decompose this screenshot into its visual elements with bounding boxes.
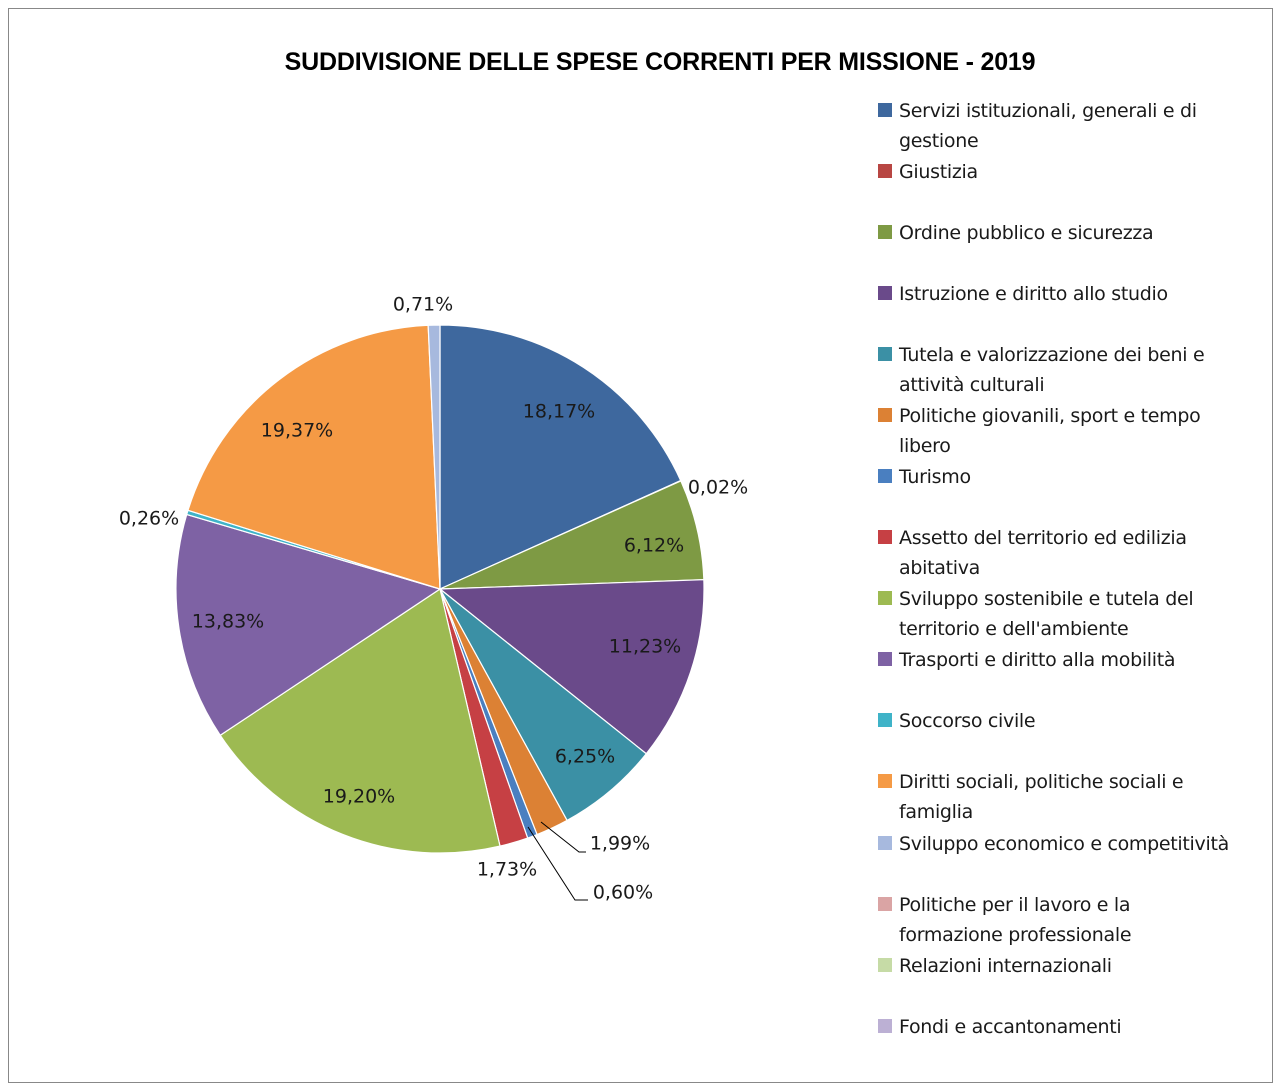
legend-label-line: Politiche per il lavoro e la (899, 894, 1131, 916)
legend-swatch (878, 408, 892, 422)
legend-label-line: Assetto del territorio ed edilizia (899, 527, 1187, 549)
leader-line (540, 821, 586, 853)
legend-label-line: Politiche giovanili, sport e tempo (899, 405, 1201, 427)
data-label: 0,71% (393, 294, 453, 316)
legend-swatch (878, 958, 892, 972)
legend-label-line: Trasporti e diritto alla mobilità (899, 649, 1176, 671)
legend-label: Soccorso civile (899, 706, 1271, 736)
legend-label-line: libero (899, 435, 951, 457)
data-label: 18,17% (523, 401, 595, 423)
legend-swatch (878, 530, 892, 544)
data-label: 1,99% (590, 833, 650, 855)
legend-label: Ordine pubblico e sicurezza (899, 218, 1271, 248)
data-label: 0,02% (688, 477, 748, 499)
legend-label-line: Turismo (899, 466, 971, 488)
legend-swatch (878, 469, 892, 483)
legend-label: Relazioni internazionali (899, 951, 1271, 981)
legend-label: Trasporti e diritto alla mobilità (899, 645, 1271, 675)
legend-label: Assetto del territorio ed edilizia abitat… (899, 523, 1271, 583)
legend-label: Giustizia (899, 157, 1271, 187)
legend-label-line: Servizi istituzionali, generali e di (899, 100, 1197, 122)
legend-swatch (878, 286, 892, 300)
data-label: 19,20% (323, 786, 395, 808)
legend-label: Turismo (899, 462, 1271, 492)
legend-swatch (878, 1019, 892, 1033)
legend-swatch (878, 347, 892, 361)
legend-label-line: Ordine pubblico e sicurezza (899, 222, 1154, 244)
data-label: 6,25% (555, 746, 615, 768)
legend-label-line: territorio e dell'ambiente (899, 618, 1129, 640)
legend-label-line: Diritti sociali, politiche sociali e (899, 771, 1184, 793)
legend-label: Diritti sociali, politiche sociali e fami… (899, 767, 1271, 827)
legend-label: Sviluppo sostenibile e tutela del territo… (899, 584, 1271, 644)
legend-label: Politiche per il lavoro e la formazione p… (899, 890, 1271, 950)
leader-line (527, 826, 588, 901)
legend-swatch (878, 652, 892, 666)
data-label: 19,37% (261, 420, 333, 442)
legend-label-line: Relazioni internazionali (899, 955, 1112, 977)
legend-label-line: formazione professionale (899, 924, 1132, 946)
legend-label: Sviluppo economico e competitività (899, 829, 1271, 859)
pie-slice (219, 588, 501, 854)
legend-swatch (878, 225, 892, 239)
legend-swatch (878, 836, 892, 850)
legend-swatch (878, 591, 892, 605)
legend-label-line: famiglia (899, 801, 973, 823)
pie-slice (439, 324, 682, 590)
legend-swatch (878, 164, 892, 178)
legend-swatch (878, 897, 892, 911)
legend-label-line: gestione (899, 130, 979, 152)
legend-swatch (878, 713, 892, 727)
data-label: 11,23% (609, 636, 681, 658)
legend-label-line: Soccorso civile (899, 710, 1036, 732)
legend-label-line: Giustizia (899, 161, 978, 183)
legend-label: Servizi istituzionali, generali e di gest… (899, 96, 1271, 156)
legend-label-line: Istruzione e diritto allo studio (899, 283, 1168, 305)
data-label: 0,26% (119, 508, 179, 530)
legend-label-line: abitativa (899, 557, 980, 579)
legend-label-line: Fondi e accantonamenti (899, 1016, 1122, 1038)
legend-swatch (878, 774, 892, 788)
legend-label-line: Tutela e valorizzazione dei beni e (899, 344, 1205, 366)
pie-slice (187, 324, 441, 590)
data-label: 6,12% (624, 535, 684, 557)
legend-label: Tutela e valorizzazione dei beni e attivi… (899, 340, 1271, 400)
legend-label-line: Sviluppo sostenibile e tutela del (899, 588, 1194, 610)
legend-label-line: attività culturali (899, 374, 1045, 396)
data-label: 13,83% (192, 611, 264, 633)
chart-title: SUDDIVISIONE DELLE SPESE CORRENTI PER MI… (284, 48, 1036, 76)
legend-label: Politiche giovanili, sport e tempo libero (899, 401, 1271, 461)
legend-label: Fondi e accantonamenti (899, 1012, 1271, 1042)
data-label: 1,73% (477, 859, 537, 881)
legend-swatch (878, 103, 892, 117)
legend-label: Istruzione e diritto allo studio (899, 279, 1271, 309)
pie-slice (438, 579, 705, 755)
data-label: 0,60% (593, 882, 653, 904)
pie-slice (427, 324, 441, 590)
legend-label-line: Sviluppo economico e competitività (899, 833, 1229, 855)
